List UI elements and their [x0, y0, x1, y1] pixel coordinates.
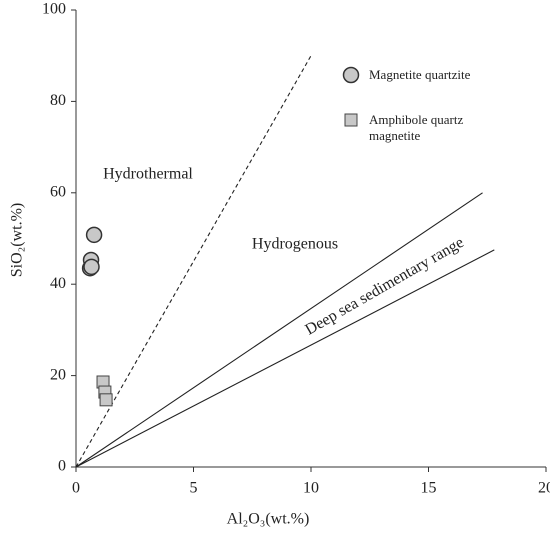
- reference-line: [75, 192, 483, 468]
- y-tick-label: 20: [50, 366, 66, 383]
- y-tick-label: 0: [58, 458, 66, 475]
- y-tick-label: 40: [50, 275, 66, 292]
- x-tick-label: 5: [190, 480, 198, 497]
- x-tick-label: 20: [538, 480, 550, 497]
- y-tick-label: 80: [50, 92, 66, 109]
- x-axis-label: Al₂O₃(wt.%): [227, 511, 310, 528]
- y-axis-label: SiO₂(wt.%): [9, 203, 26, 277]
- x-tick-label: 0: [72, 480, 80, 497]
- circle-marker: [342, 66, 360, 84]
- legend-label: Amphibole quartz magnetite: [369, 112, 464, 143]
- legend-label: Magnetite quartzite: [369, 67, 471, 82]
- y-tick-label: 60: [50, 183, 66, 200]
- circle-marker: [85, 226, 103, 244]
- square-marker: [344, 113, 358, 127]
- reference-line: [75, 55, 312, 468]
- reference-line: [75, 249, 495, 468]
- circle-marker: [83, 258, 100, 276]
- square-marker: [99, 393, 113, 407]
- x-tick-label: 10: [303, 480, 319, 497]
- annotation: Hydrothermal: [103, 166, 193, 183]
- annotation: Hydrogenous: [252, 236, 338, 253]
- x-tick-label: 15: [421, 480, 437, 497]
- y-tick-label: 100: [42, 1, 66, 18]
